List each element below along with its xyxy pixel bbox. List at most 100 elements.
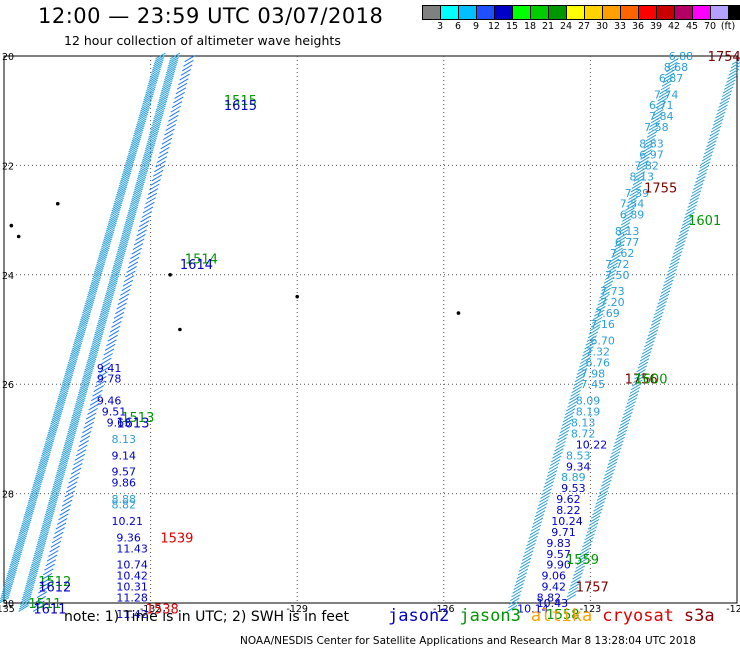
swath-tick bbox=[118, 239, 130, 246]
swath-tick bbox=[88, 286, 99, 294]
swath-tick bbox=[51, 413, 63, 421]
swath-tick bbox=[628, 390, 640, 398]
swath-tick bbox=[565, 408, 576, 415]
swath-tick bbox=[130, 195, 142, 203]
swath-tick bbox=[35, 467, 47, 475]
wave-height-value: 7.82 bbox=[634, 159, 659, 172]
swath-tick bbox=[13, 544, 25, 552]
swath-tick bbox=[147, 79, 158, 87]
wave-height-value: 7.62 bbox=[610, 247, 635, 260]
swath-tick bbox=[605, 465, 616, 473]
swath-tick bbox=[147, 77, 159, 85]
swath-tick bbox=[64, 436, 75, 444]
swath-tick bbox=[44, 563, 55, 571]
swath-tick bbox=[627, 393, 639, 401]
swath-tick bbox=[37, 586, 49, 594]
time-label: 1539 bbox=[160, 531, 193, 546]
legend-tick-label: 6 bbox=[454, 21, 462, 32]
swath-tick bbox=[134, 125, 145, 132]
swath-tick bbox=[74, 333, 85, 341]
swath-tick bbox=[124, 159, 136, 167]
swath-tick bbox=[116, 186, 128, 194]
y-axis-label: 22 bbox=[2, 161, 14, 172]
swath-tick bbox=[513, 583, 524, 591]
swath-tick bbox=[71, 409, 83, 417]
legend-swatch bbox=[675, 6, 693, 19]
swath-tick bbox=[169, 110, 180, 118]
swath-tick bbox=[619, 418, 631, 426]
swath-tick bbox=[99, 362, 111, 370]
swath-tick bbox=[34, 600, 45, 608]
swath-tick bbox=[108, 215, 119, 223]
swath-tick bbox=[165, 68, 176, 76]
swath-tick bbox=[117, 181, 129, 189]
swath-tick bbox=[25, 503, 36, 511]
legend-swatch bbox=[441, 6, 459, 19]
legend-tick-label: 27 bbox=[577, 21, 591, 32]
legend-tick-label: 70 bbox=[703, 21, 717, 32]
swath-tick bbox=[107, 218, 119, 225]
swath-tick bbox=[78, 384, 90, 391]
swath-tick bbox=[708, 133, 719, 140]
swath-tick bbox=[37, 533, 49, 541]
swath-tick bbox=[585, 529, 597, 537]
swath-tick bbox=[695, 175, 706, 183]
swath-tick bbox=[67, 358, 78, 366]
swath-tick bbox=[95, 258, 107, 266]
time-label: 1514 bbox=[185, 252, 218, 267]
swath-tick bbox=[77, 322, 89, 330]
swath-tick bbox=[7, 565, 19, 572]
swath-tick bbox=[679, 226, 691, 233]
swath-tick bbox=[101, 240, 112, 248]
swath-tick bbox=[148, 128, 160, 136]
swath-tick bbox=[657, 297, 669, 305]
wave-height-value: 10.42 bbox=[116, 570, 148, 583]
swath-tick bbox=[516, 572, 528, 580]
swath-tick bbox=[73, 402, 85, 410]
swath-tick bbox=[131, 247, 142, 255]
swath-tick bbox=[128, 256, 140, 264]
swath-tick bbox=[28, 492, 40, 500]
swath-tick bbox=[49, 545, 60, 553]
swath-tick bbox=[116, 302, 127, 310]
swath-tick bbox=[68, 354, 79, 362]
swath-tick bbox=[32, 552, 44, 559]
swath-tick bbox=[74, 331, 86, 339]
swath-tick bbox=[590, 320, 602, 328]
swath-tick bbox=[12, 549, 23, 557]
swath-tick bbox=[138, 220, 150, 228]
swath-tick bbox=[558, 430, 570, 437]
swath-tick bbox=[637, 163, 648, 171]
swath-tick bbox=[127, 261, 139, 269]
swath-tick bbox=[620, 415, 632, 423]
swath-tick bbox=[51, 485, 62, 493]
swath-tick bbox=[146, 137, 157, 145]
swath-tick bbox=[64, 367, 76, 375]
swath-tick bbox=[20, 595, 32, 603]
swath-tick bbox=[4, 576, 16, 584]
swath-tick bbox=[32, 478, 44, 486]
swath-tick bbox=[697, 168, 708, 176]
swath-tick bbox=[160, 87, 171, 94]
swath-tick bbox=[601, 284, 613, 291]
swath-tick bbox=[10, 556, 21, 563]
islands bbox=[9, 201, 461, 332]
swath-tick bbox=[113, 197, 124, 205]
swath-tick bbox=[112, 262, 123, 269]
swath-tick bbox=[600, 287, 612, 295]
swath-tick bbox=[99, 308, 111, 315]
swath-tick bbox=[31, 481, 43, 489]
swath-tick bbox=[113, 311, 125, 319]
swath-tick bbox=[6, 569, 18, 577]
swath-tick bbox=[102, 298, 113, 306]
wave-height-value: 10.21 bbox=[112, 515, 144, 528]
swath-tick bbox=[616, 233, 628, 240]
swath-tick bbox=[58, 513, 69, 521]
legend-swatch bbox=[477, 6, 495, 19]
swath-tick bbox=[2, 585, 13, 593]
swath-tick bbox=[75, 329, 87, 337]
swath-tick bbox=[618, 422, 630, 430]
swath-tick bbox=[99, 245, 111, 253]
swath-tick bbox=[614, 436, 625, 444]
swath-tick bbox=[663, 72, 675, 80]
